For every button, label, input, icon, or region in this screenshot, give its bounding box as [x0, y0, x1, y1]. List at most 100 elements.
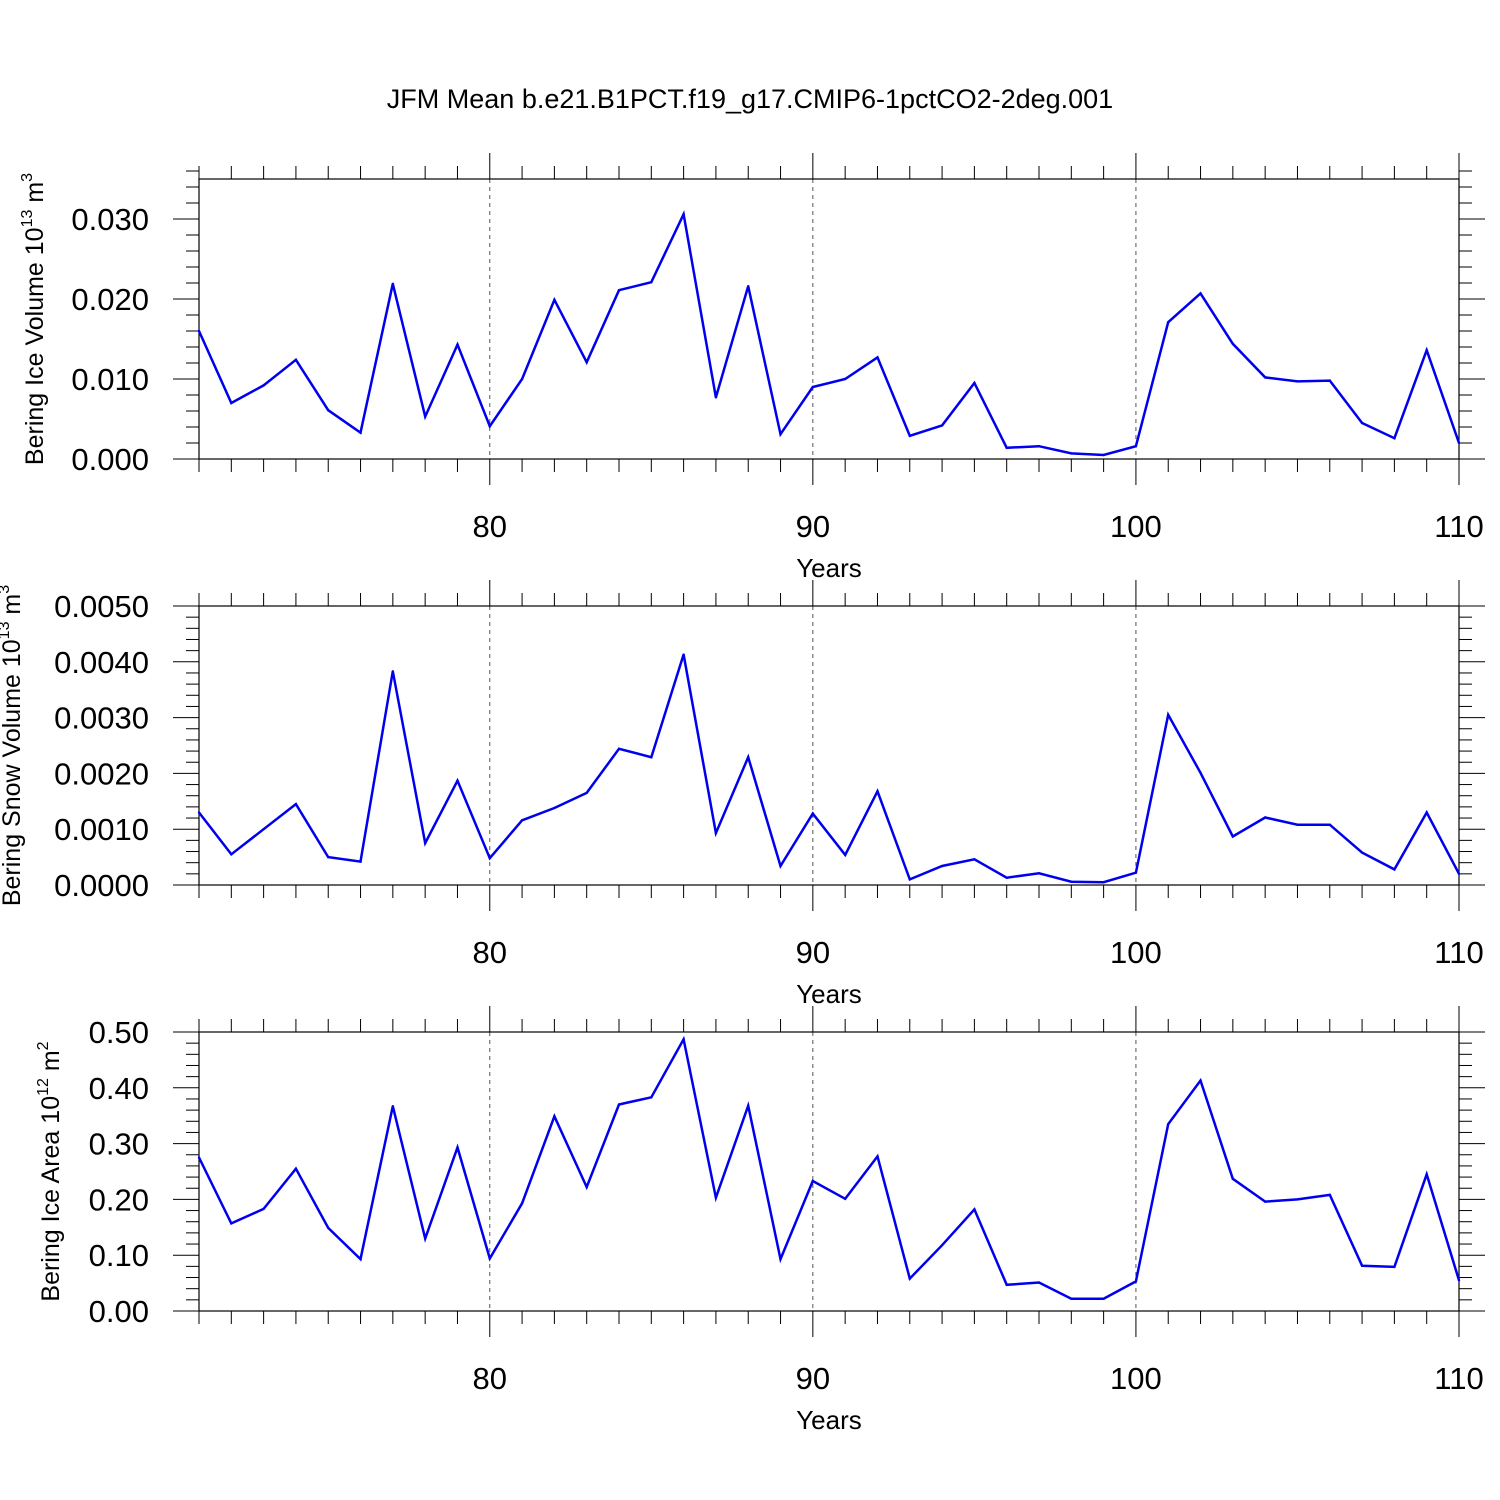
panel-2-xtick-label-100: 100 — [1110, 935, 1162, 970]
panel-2-point-110 — [1457, 872, 1461, 876]
panel-1-xtick-label-90: 90 — [796, 509, 830, 544]
panel-2-point-74 — [294, 802, 298, 806]
panel-1-point-94 — [940, 424, 944, 427]
panel-2-point-107 — [1360, 851, 1364, 854]
panel-2-point-103 — [1231, 835, 1235, 838]
panel-1-ytick-label-2: 0.020 — [71, 282, 149, 317]
panel-3-point-78 — [423, 1237, 427, 1240]
panel-2-xaxis-title: Years — [796, 979, 862, 1009]
panel-2-point-86 — [682, 653, 685, 656]
panel-1-point-98 — [1070, 452, 1073, 455]
panel-2-point-78 — [423, 841, 427, 845]
panel-1-series-line — [197, 210, 1461, 457]
panel-2-point-82 — [553, 806, 556, 810]
panel-1-point-99 — [1102, 453, 1105, 457]
panel-2-point-96 — [1005, 876, 1008, 879]
panel-3-ytick-label-4: 0.40 — [89, 1071, 149, 1106]
panel-1-point-93 — [908, 434, 911, 437]
panel-2-series-line — [198, 654, 1461, 884]
panel-2-point-93 — [908, 878, 911, 881]
panel-2-ytick-label-3: 0.0030 — [54, 701, 149, 736]
panel-2-point-91 — [843, 853, 847, 857]
panel-2-xtick-label-110: 110 — [1434, 935, 1483, 970]
panel-2-point-80 — [488, 857, 491, 860]
panel-2-point-87 — [714, 831, 718, 835]
panel-2-point-100 — [1134, 871, 1138, 874]
panel-2-ytick-label-5: 0.0050 — [54, 589, 149, 624]
panel-2-point-98 — [1070, 880, 1073, 883]
panel-3-point-104 — [1263, 1200, 1267, 1203]
panel-1-point-104 — [1263, 376, 1267, 379]
panel-2-point-109 — [1425, 811, 1428, 814]
panel-1-point-95 — [973, 381, 976, 385]
panel-1-point-101 — [1167, 321, 1170, 324]
panel-3-point-82 — [553, 1115, 556, 1118]
panel-2-point-73 — [262, 828, 265, 831]
panel-2-yaxis-title: Bering Snow Volume 1013 m3 — [0, 585, 26, 906]
panel-3-series-line — [197, 1035, 1461, 1300]
panel-3-point-105 — [1296, 1198, 1299, 1201]
panel-2-xtick-label-90: 90 — [796, 935, 830, 970]
panel-1-point-91 — [843, 377, 847, 381]
panel-1-point-84 — [617, 289, 621, 292]
panel-3-point-84 — [617, 1103, 621, 1106]
panel-3-point-109 — [1425, 1173, 1428, 1176]
panel-1-point-76 — [359, 431, 362, 434]
panel-3-point-76 — [359, 1257, 362, 1261]
panel-2-point-94 — [940, 864, 944, 868]
panel-1-point-74 — [294, 358, 298, 361]
panel-1-point-100 — [1134, 445, 1138, 448]
panel-1-xaxis-title: Years — [796, 553, 862, 583]
panel-3-point-100 — [1134, 1280, 1138, 1283]
panel-1-point-80 — [488, 425, 491, 428]
panel-3-point-79 — [456, 1146, 459, 1149]
panel-2-point-104 — [1263, 816, 1267, 819]
panel-1-xtick-label-110: 110 — [1434, 509, 1483, 544]
panel-1-point-109 — [1425, 349, 1428, 352]
panel-3-point-99 — [1102, 1297, 1105, 1300]
chart-panel-1: 80 90 100 110 0.000 0.010 0.020 0.030 Years Berin… — [19, 153, 1485, 583]
panel-3-point-80 — [488, 1257, 491, 1260]
panel-2-point-99 — [1102, 881, 1105, 884]
panel-3-ytick-label-1: 0.10 — [89, 1238, 149, 1273]
chart-panel-2: 80 90 100 110 0.0000 0.0010 0.0020 0.0030 0.0040… — [0, 580, 1485, 1009]
panel-3-xtick-label-80: 80 — [473, 1361, 507, 1396]
panel-3-point-88 — [747, 1104, 750, 1107]
panel-3-point-92 — [876, 1155, 879, 1158]
panel-3-point-83 — [585, 1185, 588, 1189]
panel-3-ytick-label-3: 0.30 — [89, 1127, 149, 1162]
panel-2-point-89 — [779, 864, 782, 868]
panel-1-point-78 — [423, 415, 427, 418]
panel-2-point-76 — [359, 860, 362, 863]
panel-2-point-79 — [456, 779, 459, 782]
panel-2-ytick-label-0: 0.0000 — [54, 868, 149, 903]
panel-3-point-73 — [262, 1207, 265, 1211]
panel-1-point-90 — [811, 385, 815, 389]
panel-3-point-95 — [973, 1208, 976, 1211]
panel-2-point-84 — [617, 747, 621, 751]
panel-3-xtick-label-90: 90 — [796, 1361, 830, 1396]
panel-3-point-86 — [682, 1038, 685, 1041]
panel-3-xaxis-title: Years — [796, 1405, 862, 1435]
panel-1-point-71 — [197, 329, 201, 333]
panel-1-ytick-label-3: 0.030 — [71, 202, 149, 237]
panel-1-point-108 — [1393, 437, 1396, 440]
panel-1-point-106 — [1328, 379, 1331, 382]
panel-1-yaxis-title: Bering Ice Volume 1013 m3 — [19, 173, 49, 465]
panel-3-xtick-label-110: 110 — [1434, 1361, 1483, 1396]
panel-1-point-81 — [520, 377, 524, 381]
panel-1-point-82 — [553, 298, 556, 301]
panel-2-point-72 — [230, 853, 233, 856]
panel-1-xtick-label-100: 100 — [1110, 509, 1162, 544]
panel-1-plot-frame — [198, 178, 1460, 460]
panel-3-yaxis-title: Bering Ice Area 1012 m2 — [35, 1041, 65, 1301]
panel-3-point-85 — [650, 1096, 653, 1099]
panel-1-point-79 — [456, 343, 459, 346]
panel-3-point-91 — [843, 1197, 847, 1201]
panel-1-xtick-label-80: 80 — [473, 509, 507, 544]
figure-title: JFM Mean b.e21.B1PCT.f19_g17.CMIP6-1pctC… — [386, 84, 1114, 114]
panel-3-point-101 — [1167, 1122, 1170, 1126]
panel-1-point-107 — [1360, 421, 1364, 425]
panel-2-point-75 — [327, 855, 330, 859]
panel-1-point-86 — [682, 213, 685, 216]
